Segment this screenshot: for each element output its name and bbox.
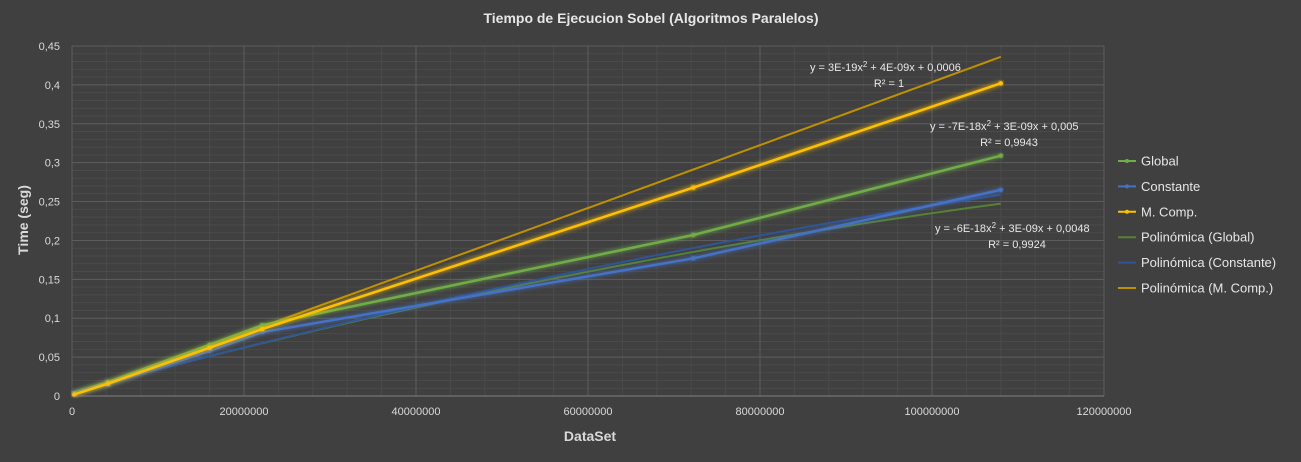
data-point <box>260 326 265 332</box>
y-tick-label: 0,15 <box>39 274 60 286</box>
data-point <box>207 342 212 347</box>
legend: Global Constante M. Comp. Polinómica (Globa… <box>1118 154 1276 296</box>
data-point <box>998 187 1003 193</box>
y-tick-label: 0,1 <box>45 313 60 325</box>
y-tick-label: 0 <box>54 391 60 403</box>
r2-mcomp: R² = 1 <box>874 78 904 90</box>
tick-labels: 0 0,05 0,1 0,15 0,2 0,25 0,3 0,35 0,4 0,45 0 200000… <box>39 41 1132 418</box>
trendline <box>74 193 1001 393</box>
equation-constante: y = -6E-18x2 + 3E-09x + 0,0048 <box>935 221 1090 235</box>
data-point <box>998 81 1003 86</box>
data-point <box>207 348 212 354</box>
y-axis-label: Time (seg) <box>15 185 31 255</box>
legend-marker <box>1125 184 1129 189</box>
legend-label: Global <box>1141 154 1179 169</box>
x-tick-label: 60000000 <box>564 406 613 418</box>
x-axis-label: DataSet <box>564 428 616 444</box>
data-point <box>691 232 696 238</box>
r2-constante: R² = 0,9924 <box>988 239 1046 251</box>
y-tick-label: 0,4 <box>45 80 60 92</box>
data-point <box>998 153 1003 158</box>
x-tick-label: 100000000 <box>904 406 959 418</box>
legend-label: Constante <box>1141 179 1200 194</box>
legend-marker <box>1125 209 1129 214</box>
legend-label: Polinómica (Constante) <box>1141 255 1276 270</box>
y-tick-label: 0,35 <box>39 119 60 131</box>
r2-global: R² = 0,9943 <box>980 137 1038 149</box>
data-point <box>207 345 212 350</box>
x-tick-label: 0 <box>69 406 75 418</box>
legend-label: Polinómica (Global) <box>1141 230 1254 245</box>
data-point <box>260 330 265 335</box>
y-tick-label: 0,25 <box>39 197 60 209</box>
legend-marker <box>1125 159 1129 163</box>
data-point <box>691 256 696 261</box>
series-line <box>73 82 1002 396</box>
y-tick-label: 0,2 <box>45 235 60 247</box>
x-tick-label: 80000000 <box>736 406 785 418</box>
equation-global: y = -7E-18x2 + 3E-09x + 0,005 <box>930 119 1078 133</box>
y-tick-label: 0,45 <box>39 41 60 53</box>
y-tick-label: 0,3 <box>45 158 60 170</box>
data-point <box>72 392 77 397</box>
data-point <box>691 185 696 190</box>
data-point <box>105 381 111 386</box>
x-tick-label: 40000000 <box>392 406 441 418</box>
chart-title: Tiempo de Ejecucion Sobel (Algoritmos Pa… <box>483 10 818 26</box>
x-tick-label: 20000000 <box>220 406 269 418</box>
legend-label: M. Comp. <box>1141 204 1197 219</box>
data-point <box>260 323 265 328</box>
x-tick-label: 120000000 <box>1076 406 1131 418</box>
y-tick-label: 0,05 <box>39 352 60 364</box>
series-line <box>73 154 1002 395</box>
legend-label: Polinómica (M. Comp.) <box>1141 281 1273 296</box>
equation-mcomp: y = 3E-19x2 + 4E-09x + 0,0006 <box>810 60 961 74</box>
series-lines <box>72 81 1003 397</box>
